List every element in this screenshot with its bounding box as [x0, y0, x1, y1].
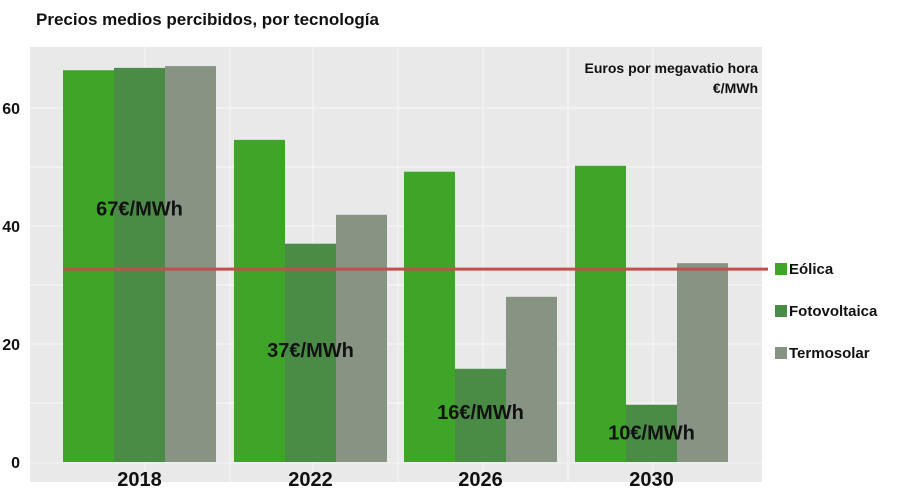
data-label: 16€/MWh — [437, 402, 524, 424]
legend-swatch-eolica — [775, 263, 787, 275]
bar-fotovoltaica-2022 — [285, 243, 336, 462]
legend-swatch-fotovoltaica — [775, 305, 787, 317]
bar-termosolar-2026 — [506, 296, 557, 462]
bar-fotovoltaica-2030 — [626, 404, 677, 462]
unit-symbol: €/MWh — [712, 80, 758, 96]
bar-eolica-2026 — [404, 171, 455, 462]
bar-fotovoltaica-2018 — [114, 67, 165, 462]
chart-title: Precios medios percibidos, por tecnologí… — [36, 10, 379, 29]
bar-termosolar-2018 — [165, 66, 216, 463]
x-axis-ticks: 2018 2022 2026 2030 — [117, 469, 674, 488]
y-tick-label: 20 — [2, 337, 20, 354]
bar-termosolar-2022 — [336, 214, 387, 462]
legend-item-termosolar: Termosolar — [775, 332, 877, 374]
legend-swatch-termosolar — [775, 347, 787, 359]
legend-item-fotovoltaica: Fotovoltaica — [775, 290, 877, 332]
bars — [63, 66, 728, 463]
y-axis-ticks: 0 20 40 60 — [2, 101, 20, 472]
x-tick-label: 2022 — [288, 469, 333, 488]
annotations: 67€/MWh 37€/MWh 16€/MWh 10€/MWh — [96, 198, 695, 444]
legend-label: Fotovoltaica — [789, 302, 878, 320]
bar-eolica-2030 — [575, 165, 626, 462]
unit-label: Euros por megavatio hora — [584, 60, 758, 76]
bar-eolica-2022 — [234, 139, 285, 463]
legend: Eólica Fotovoltaica Termosolar — [775, 248, 877, 374]
data-label: 67€/MWh — [96, 198, 183, 220]
bar-fotovoltaica-2026 — [455, 368, 506, 462]
x-tick-label: 2030 — [629, 469, 674, 488]
data-label: 10€/MWh — [608, 423, 695, 445]
x-tick-label: 2018 — [117, 469, 162, 488]
y-tick-label: 60 — [2, 101, 20, 118]
data-label: 37€/MWh — [267, 340, 354, 362]
legend-label: Eólica — [789, 260, 834, 278]
x-tick-label: 2026 — [458, 469, 503, 488]
bar-termosolar-2030 — [677, 263, 728, 462]
legend-label: Termosolar — [789, 344, 870, 362]
legend-item-eolica: Eólica — [775, 248, 877, 290]
bar-eolica-2018 — [63, 70, 114, 463]
y-tick-label: 40 — [2, 219, 20, 236]
y-tick-label: 0 — [11, 455, 20, 472]
